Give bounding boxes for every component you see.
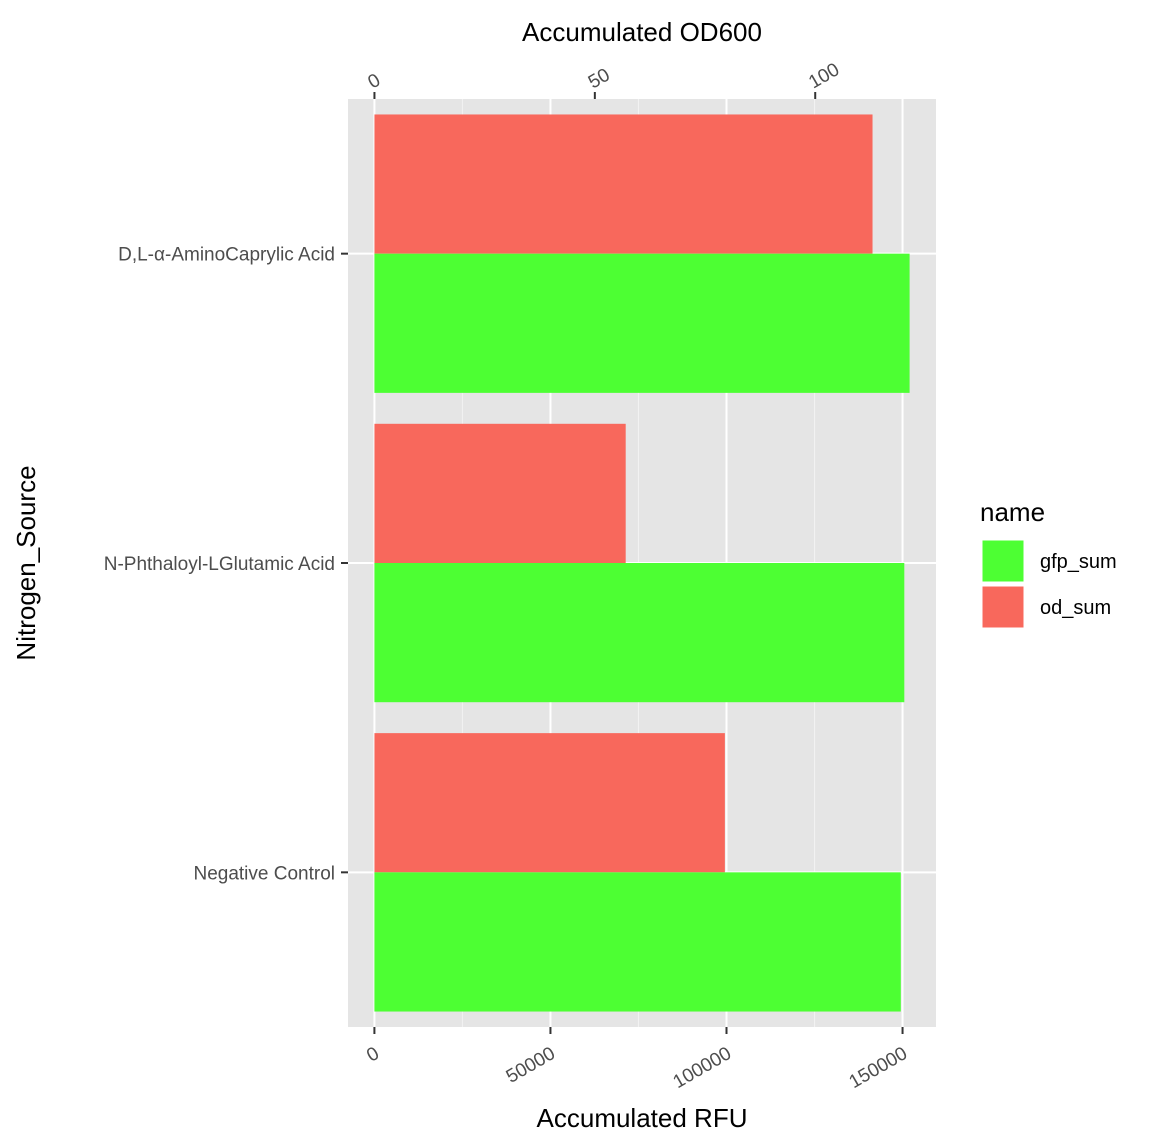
y-axis-title: Nitrogen_Source (11, 465, 41, 660)
legend-swatch (981, 539, 1025, 583)
bar-od-sum (374, 423, 626, 563)
legend: name gfp_sum od_sum (980, 497, 1117, 629)
bar-gfp-sum (374, 563, 905, 703)
bar-od-sum (374, 733, 725, 873)
top-axis-tick-label: 100 (805, 59, 843, 93)
legend-swatch (981, 585, 1025, 629)
legend-title: name (980, 497, 1045, 527)
legend-label: od_sum (1040, 597, 1111, 619)
bar-od-sum (374, 114, 873, 254)
legend-label: gfp_sum (1040, 551, 1117, 573)
bottom-axis-title: Accumulated RFU (537, 1103, 748, 1133)
bottom-axis-tick-label: 0 (363, 1043, 383, 1066)
bottom-axis-tick-label: 100000 (670, 1043, 735, 1093)
legend-items: gfp_sum od_sum (981, 539, 1117, 629)
top-axis-title: Accumulated OD600 (522, 17, 762, 47)
y-axis-tick-label: Negative Control (193, 863, 335, 884)
bar-gfp-sum (374, 253, 910, 393)
top-axis-tick-label: 0 (364, 70, 384, 93)
bottom-axis-tick-label: 50000 (503, 1043, 559, 1088)
y-axis-tick-label: N-Phthaloyl-LGlutamic Acid (104, 554, 335, 575)
bars (374, 114, 910, 1012)
bar-gfp-sum (374, 872, 901, 1012)
top-axis-tick-label: 50 (585, 65, 614, 94)
y-axis-tick-label: D,L-α-AminoCaprylic Acid (118, 245, 335, 266)
bottom-axis-tick-label: 150000 (846, 1043, 911, 1093)
